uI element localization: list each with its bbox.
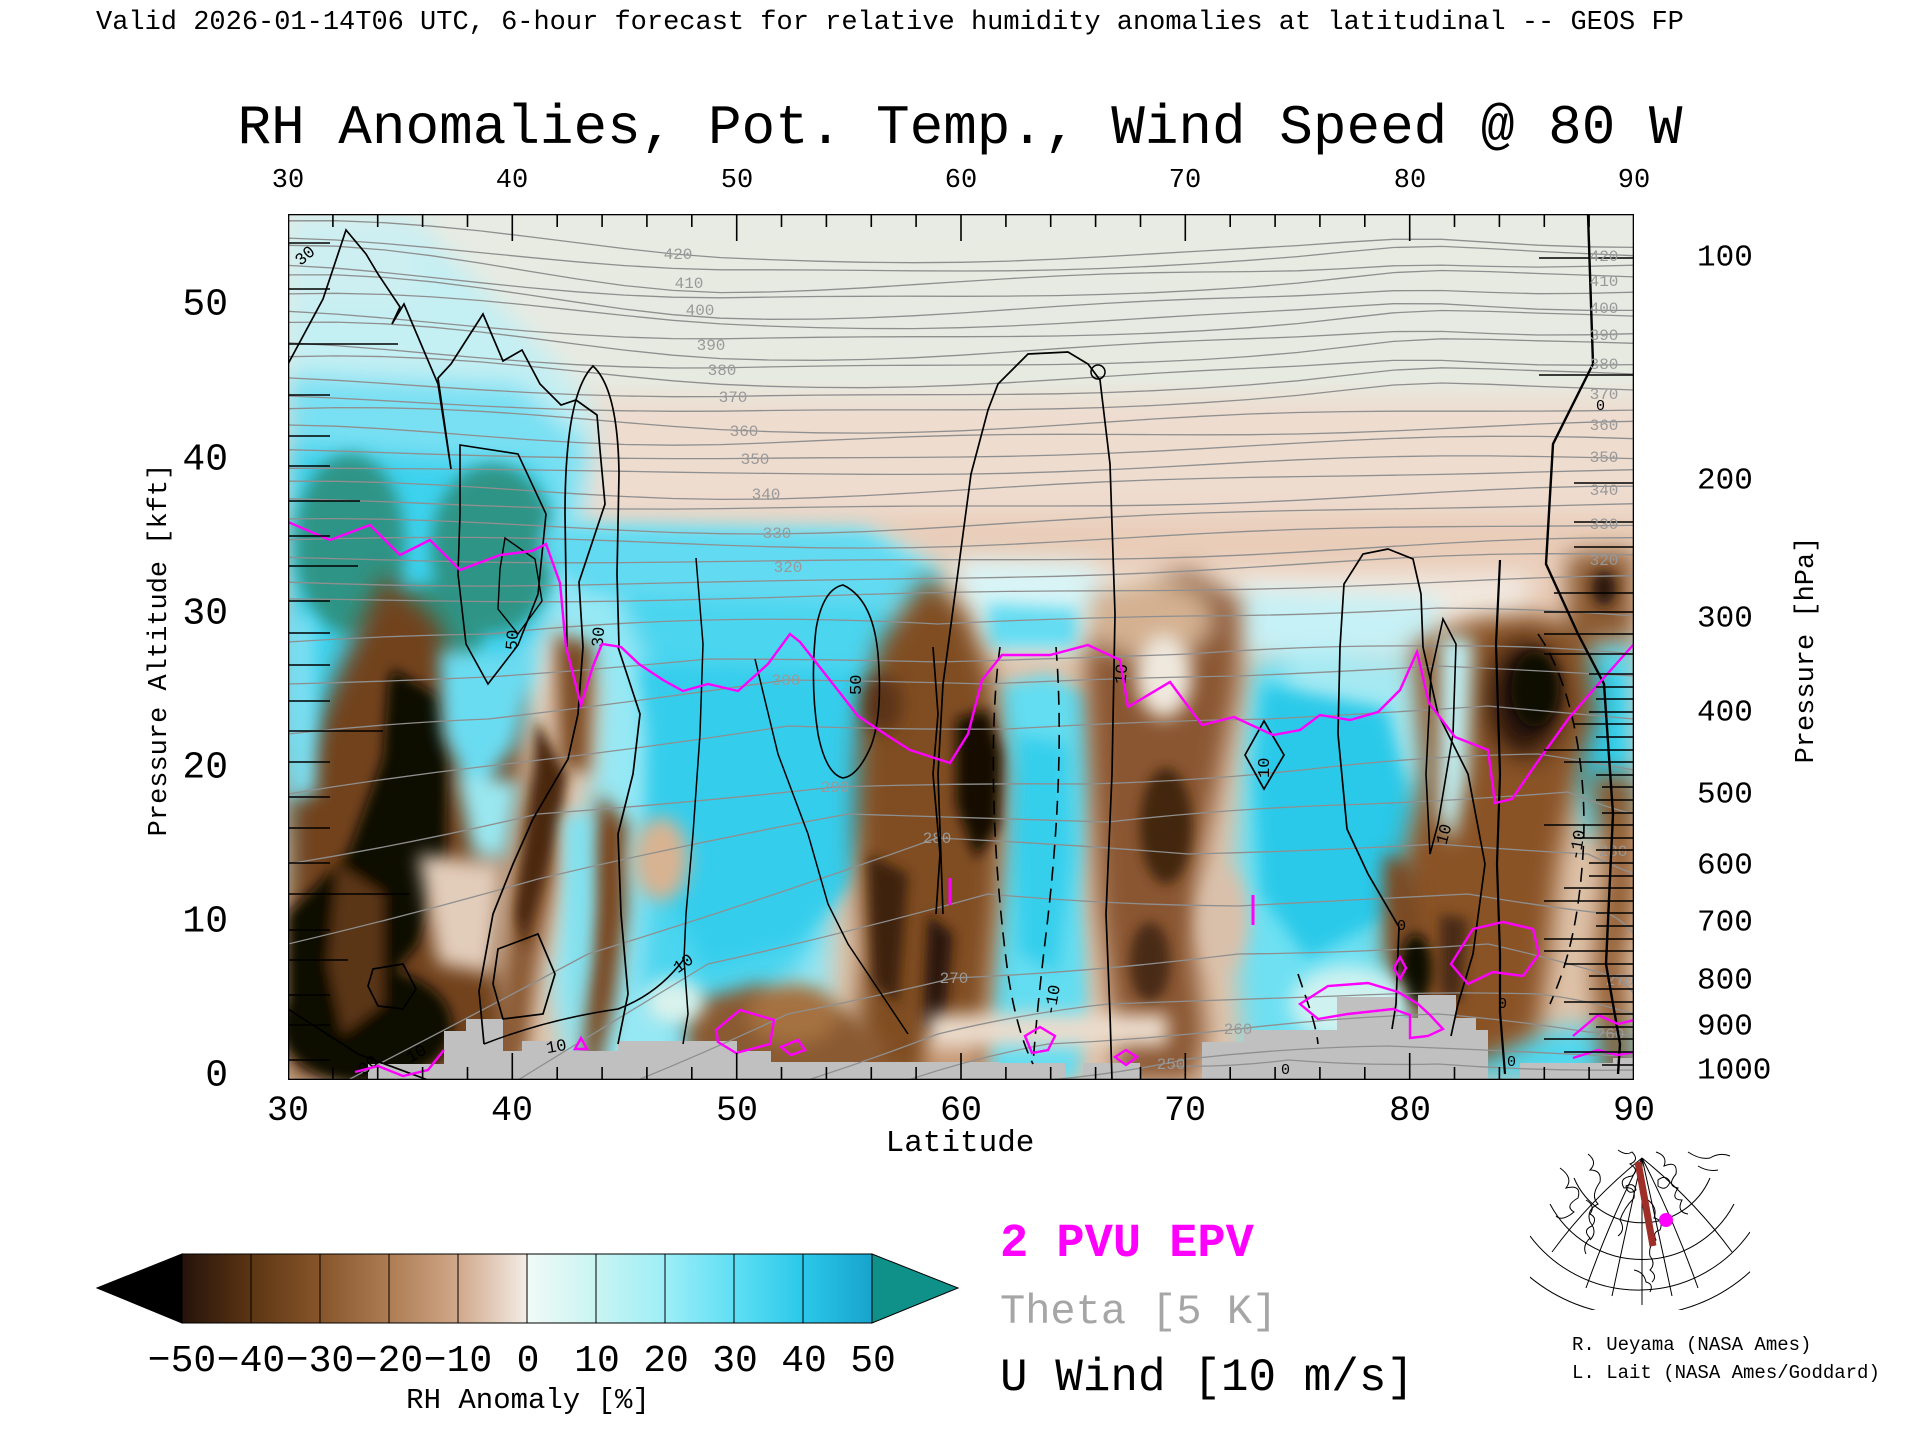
- svg-text:50: 50: [503, 629, 524, 651]
- svg-text:280: 280: [1599, 843, 1628, 861]
- svg-text:360: 360: [1590, 417, 1619, 435]
- svg-text:330: 330: [1590, 516, 1619, 534]
- svg-text:10: 10: [1434, 822, 1458, 847]
- svg-text:320: 320: [774, 559, 803, 577]
- svg-text:10: 10: [545, 1037, 568, 1059]
- svg-text:260: 260: [1224, 1021, 1253, 1039]
- svg-text:0: 0: [1507, 1054, 1516, 1071]
- svg-text:340: 340: [1590, 482, 1619, 500]
- svg-text:340: 340: [752, 486, 781, 504]
- svg-text:30: 30: [589, 626, 610, 648]
- svg-text:10: 10: [1256, 758, 1275, 778]
- svg-text:0: 0: [1596, 398, 1605, 415]
- svg-text:0: 0: [1498, 996, 1507, 1013]
- svg-text:350: 350: [741, 451, 770, 469]
- svg-text:420: 420: [1590, 248, 1619, 266]
- svg-text:290: 290: [821, 779, 850, 797]
- svg-text:50: 50: [848, 675, 867, 695]
- svg-text:410: 410: [1590, 273, 1619, 291]
- svg-text:300: 300: [772, 672, 801, 690]
- svg-text:400: 400: [1590, 300, 1619, 318]
- svg-text:0: 0: [1281, 1062, 1290, 1079]
- svg-text:360: 360: [730, 423, 759, 441]
- svg-text:270: 270: [940, 970, 969, 988]
- svg-text:390: 390: [697, 337, 726, 355]
- svg-text:380: 380: [708, 362, 737, 380]
- svg-text:420: 420: [664, 246, 693, 264]
- svg-text:380: 380: [1590, 356, 1619, 374]
- svg-text:390: 390: [1590, 327, 1619, 345]
- svg-text:410: 410: [675, 275, 704, 293]
- svg-text:330: 330: [763, 525, 792, 543]
- svg-text:280: 280: [923, 830, 952, 848]
- svg-text:250: 250: [1157, 1056, 1186, 1074]
- svg-text:370: 370: [1590, 386, 1619, 404]
- svg-text:0: 0: [1397, 918, 1406, 935]
- svg-text:350: 350: [1590, 449, 1619, 467]
- svg-text:400: 400: [686, 302, 715, 320]
- svg-text:320: 320: [1590, 552, 1619, 570]
- svg-text:370: 370: [719, 389, 748, 407]
